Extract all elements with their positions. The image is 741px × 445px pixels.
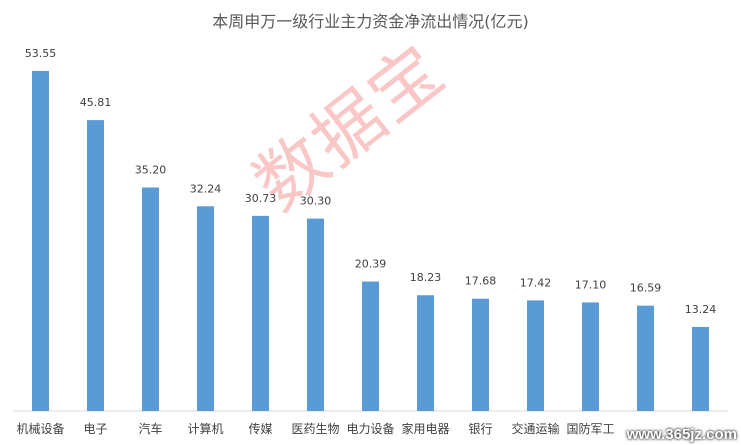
- category-label: 医药生物: [291, 422, 339, 436]
- data-label: 17.42: [520, 276, 552, 289]
- bar: [362, 281, 379, 411]
- bar: [87, 120, 104, 411]
- data-label: 20.39: [355, 258, 387, 271]
- category-label: 电力设备: [346, 422, 394, 436]
- bar: [197, 206, 214, 411]
- bar: [32, 70, 49, 412]
- bar: [692, 326, 709, 411]
- bar: [142, 187, 159, 411]
- category-label: 传媒: [248, 421, 272, 436]
- data-label: 45.81: [80, 96, 112, 109]
- site-logo: www.365jz.com: [626, 426, 737, 443]
- category-label: 机械设备: [16, 421, 64, 436]
- category-label: 汽车: [138, 421, 162, 436]
- category-label: 电子: [83, 422, 107, 436]
- data-label: 17.68: [465, 275, 497, 288]
- category-label: 银行: [468, 422, 492, 436]
- category-label: 国防军工: [566, 421, 614, 436]
- bar: [637, 305, 654, 411]
- bar: [417, 295, 434, 411]
- chart-title: 本周申万一级行业主力资金净流出情况(亿元): [212, 12, 529, 31]
- data-label: 16.59: [630, 282, 662, 295]
- data-label: 30.30: [300, 195, 332, 208]
- data-label: 13.24: [685, 303, 717, 316]
- data-label: 35.20: [135, 163, 167, 176]
- bar: [582, 302, 599, 411]
- bar: [527, 300, 544, 411]
- category-label: 计算机: [187, 421, 223, 436]
- category-label: 交通运输: [511, 421, 559, 436]
- bar: [252, 215, 269, 411]
- bar: [307, 218, 324, 411]
- bar: [472, 298, 489, 411]
- category-label: 家用电器: [401, 421, 449, 436]
- data-label: 17.10: [575, 278, 607, 291]
- data-label: 18.23: [410, 271, 442, 284]
- data-label: 30.73: [245, 192, 277, 205]
- data-label: 32.24: [190, 182, 222, 195]
- data-label: 53.55: [25, 47, 57, 60]
